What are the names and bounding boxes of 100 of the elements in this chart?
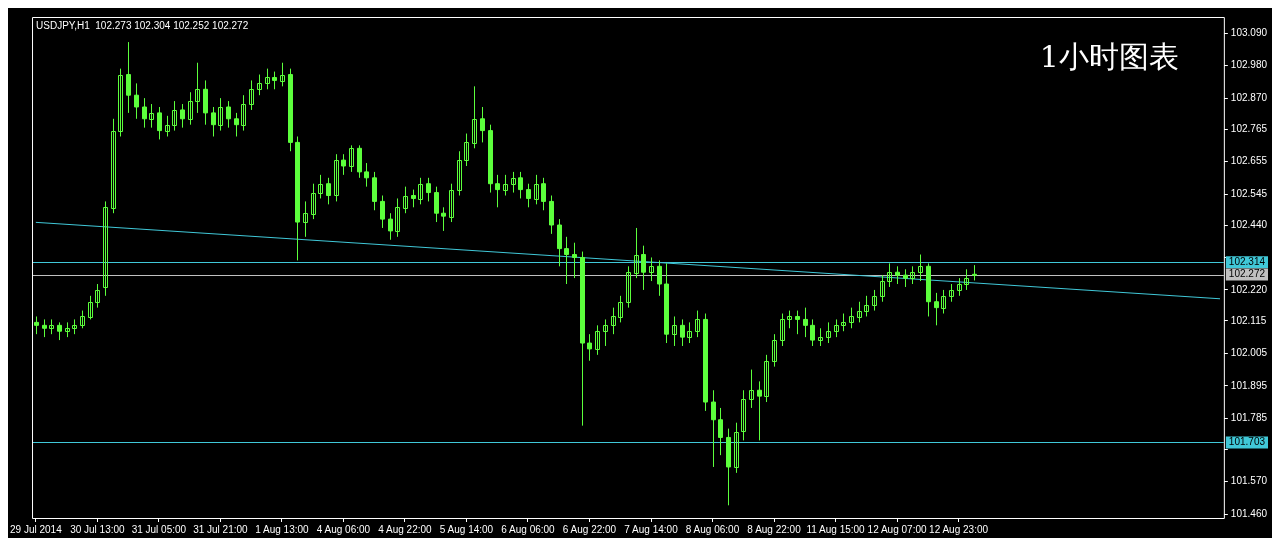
candlestick: [111, 118, 116, 214]
candlestick: [249, 79, 254, 111]
candlestick: [241, 94, 246, 132]
ref-line-label: 102.314: [1228, 255, 1266, 267]
candlestick: [734, 422, 739, 474]
candlestick: [464, 133, 469, 167]
candlestick: [165, 115, 170, 137]
ref-line-label: 102.272: [1228, 268, 1266, 280]
candlestick: [288, 68, 293, 152]
candlestick: [687, 321, 692, 344]
candlestick: [503, 174, 508, 197]
x-tick-label: 8 Aug 22:00: [747, 523, 802, 535]
candlestick: [172, 100, 177, 132]
candlestick: [718, 407, 723, 456]
candlestick: [88, 295, 93, 320]
candlestick: [772, 333, 777, 368]
x-tick-label: 12 Aug 07:00: [867, 523, 927, 535]
candlestick: [257, 74, 262, 96]
candlestick: [618, 295, 623, 323]
text: 102.765: [1230, 122, 1268, 134]
x-tick-label: 31 Jul 21:00: [193, 523, 249, 535]
candlestick: [641, 245, 646, 291]
candlestick: [611, 307, 616, 335]
candlestick: [749, 369, 754, 409]
text: 102.440: [1230, 218, 1268, 230]
candlestick: [403, 186, 408, 214]
candlestick: [149, 103, 154, 129]
ref-line-label: 101.703: [1228, 436, 1266, 448]
text: 102.655: [1230, 155, 1268, 167]
candlestick: [857, 301, 862, 323]
text: 101.460: [1230, 507, 1268, 519]
candlestick: [541, 177, 546, 211]
candlestick: [103, 200, 108, 297]
candlestick: [280, 62, 285, 87]
text: 103.090: [1230, 26, 1268, 38]
candlestick: [880, 274, 885, 303]
candlestick: [826, 321, 831, 344]
x-tick-label: 12 Aug 23:00: [929, 523, 989, 535]
candlestick: [534, 174, 539, 205]
candlestick: [695, 310, 700, 338]
x-tick-label: 5 Aug 14:00: [439, 523, 494, 535]
candlestick: [395, 197, 400, 238]
candlestick: [511, 171, 516, 194]
candlestick: [872, 289, 877, 312]
candlestick: [795, 310, 800, 335]
text: 101.895: [1230, 379, 1268, 391]
candlestick: [849, 307, 854, 329]
candlestick: [372, 171, 377, 211]
candlestick: [326, 177, 331, 205]
candlestick: [434, 186, 439, 223]
candlestick: [311, 183, 316, 220]
text: 102.005: [1230, 347, 1268, 359]
candlestick: [564, 236, 569, 285]
text: 102.115: [1230, 314, 1267, 326]
candlestick: [318, 174, 323, 199]
text: 101.785: [1230, 412, 1268, 424]
text: 102.545: [1230, 187, 1268, 199]
candlestick: [964, 268, 969, 291]
candlestick: [634, 227, 639, 279]
text: 102.220: [1230, 283, 1268, 295]
candlestick: [334, 153, 339, 202]
x-tick-label: 6 Aug 22:00: [562, 523, 617, 535]
annotation: 1小时图表: [1039, 38, 1179, 74]
text: 102.980: [1230, 59, 1268, 71]
candlestick: [449, 183, 454, 223]
candlestick: [603, 318, 608, 347]
candlestick: [626, 265, 631, 309]
candlestick: [418, 177, 423, 205]
candlestick: [126, 41, 131, 114]
candlestick: [526, 183, 531, 208]
candlestick: [595, 324, 600, 356]
candlestick: [349, 144, 354, 173]
x-tick-label: 4 Aug 22:00: [378, 523, 433, 535]
candlestick: [188, 91, 193, 126]
candlestick: [118, 68, 123, 137]
candlestick: [95, 283, 100, 309]
candlestick: [780, 313, 785, 347]
candlestick: [303, 200, 308, 238]
candlestick: [741, 389, 746, 441]
x-tick-label: 1 Aug 13:00: [255, 523, 310, 535]
candlestick: [218, 97, 223, 132]
candlestick: [457, 150, 462, 197]
candlestick: [472, 85, 477, 149]
candlestick: [941, 289, 946, 315]
candlestick: [887, 262, 892, 288]
text: 102.870: [1230, 91, 1268, 103]
candlestick: [265, 68, 270, 90]
candlestick: [572, 242, 577, 279]
x-tick-label: 29 Jul 2014: [10, 523, 63, 535]
candlestick: [195, 62, 200, 114]
text: 101.570: [1230, 475, 1268, 487]
candlestick: [918, 254, 923, 282]
chart-title: USDJPY,H1 102.273 102.304 102.252 102.272: [36, 19, 249, 31]
candlestick: [764, 354, 769, 403]
x-tick-label: 4 Aug 06:00: [316, 523, 371, 535]
x-tick-label: 7 Aug 14:00: [624, 523, 679, 535]
candlestick: [649, 256, 654, 282]
x-tick-label: 6 Aug 06:00: [501, 523, 556, 535]
candlestick: [672, 315, 677, 347]
x-tick-label: 11 Aug 15:00: [806, 523, 866, 535]
